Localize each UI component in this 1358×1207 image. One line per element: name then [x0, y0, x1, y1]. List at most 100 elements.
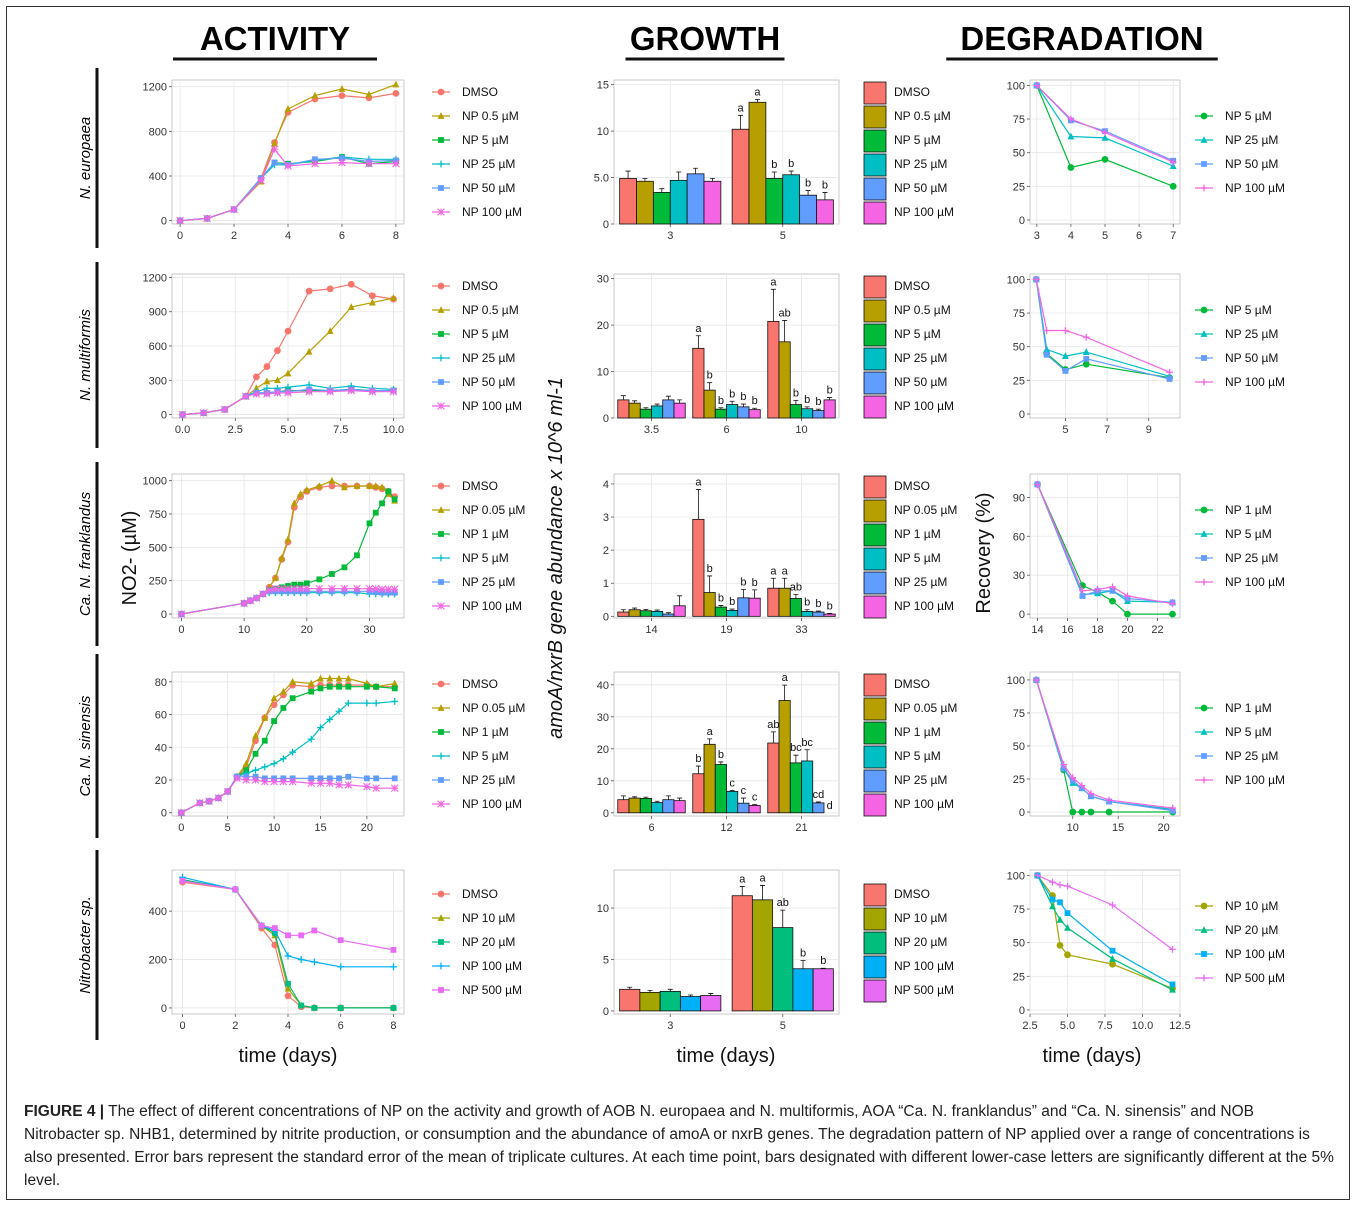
square-marker	[261, 737, 268, 744]
error-bar	[647, 989, 653, 993]
bar	[617, 399, 630, 419]
error-bar	[676, 171, 682, 181]
legend-label: NP 100 µM	[462, 599, 522, 613]
error-bar	[770, 731, 776, 744]
bar	[703, 389, 716, 419]
circle-marker	[305, 287, 313, 295]
x-tick-label: 7	[1104, 424, 1110, 436]
error-bar	[752, 407, 758, 410]
figure-4-panels: ACTIVITY GROWTH DEGRADATION N. europaeaN. …	[77, 20, 1285, 1067]
y-tick-label: 25	[1013, 375, 1025, 387]
legend-label: DMSO	[462, 279, 498, 293]
legend-label: NP 100 µM	[1225, 575, 1285, 589]
asterisk-marker	[311, 159, 319, 168]
y-tick-label: 4	[603, 479, 609, 491]
bar	[617, 611, 630, 617]
circle-marker	[1056, 941, 1064, 949]
plus-marker	[307, 735, 315, 743]
asterisk-marker	[437, 602, 445, 610]
bar	[619, 988, 641, 1012]
bar	[812, 968, 834, 1012]
y-tick-label: 10	[597, 367, 609, 379]
square-marker	[1064, 910, 1071, 916]
triangle-marker	[1200, 330, 1208, 337]
asterisk-marker	[325, 779, 334, 788]
error-bar	[643, 407, 649, 410]
error-bar	[632, 796, 638, 799]
degradation-y-axis-label: Recovery (%)	[973, 492, 995, 613]
legend-label: NP 500 µM	[462, 983, 522, 997]
error-bar	[752, 804, 758, 806]
y-tick-label: 5.0	[594, 173, 609, 185]
asterisk-marker	[252, 390, 261, 398]
error-bar	[815, 801, 821, 803]
legend-label: NP 20 µM	[462, 935, 515, 949]
y-tick-label: 25	[1013, 971, 1025, 983]
circle-marker	[437, 282, 445, 290]
legend-label: DMSO	[462, 85, 498, 99]
triangle-marker	[390, 294, 397, 301]
legend-swatch	[863, 931, 887, 955]
bar	[714, 606, 727, 617]
triangle-marker	[1200, 136, 1208, 143]
legend-label: DMSO	[894, 677, 930, 691]
square-marker	[391, 775, 398, 782]
square-marker	[438, 531, 444, 537]
plus-marker	[1078, 782, 1086, 790]
y-tick-label: 1200	[143, 272, 167, 284]
y-tick-label: 0	[161, 609, 167, 621]
triangle-marker	[437, 506, 445, 513]
x-tick-label: 12.5	[1169, 1020, 1190, 1032]
bar	[748, 805, 761, 814]
significance-letter: b	[771, 159, 777, 171]
asterisk-marker	[270, 777, 278, 786]
circle-marker	[1078, 808, 1086, 816]
significance-letter: b	[740, 577, 746, 589]
asterisk-marker	[177, 808, 186, 817]
significance-letter: a	[770, 565, 777, 577]
bar	[748, 597, 761, 617]
square-marker	[1201, 161, 1207, 167]
x-tick-label: 0	[178, 624, 184, 636]
square-marker	[297, 581, 304, 588]
x-tick-label: 5	[1102, 230, 1108, 242]
legend-label: NP 100 µM	[894, 599, 954, 613]
series-line-2	[1036, 484, 1173, 603]
x-tick-label: 10	[795, 424, 807, 436]
y-tick-label: 20	[597, 320, 609, 332]
bar	[619, 178, 637, 225]
error-bar	[665, 612, 671, 615]
legend-label: NP 100 µM	[462, 399, 522, 413]
legend-label: NP 10 µM	[894, 911, 947, 925]
asterisk-marker	[242, 776, 251, 784]
asterisk-marker	[368, 387, 377, 396]
asterisk-marker	[338, 158, 346, 167]
significance-letter: b	[752, 395, 758, 407]
plus-marker	[335, 707, 343, 715]
error-bar	[642, 178, 648, 182]
triangle-marker	[278, 554, 286, 561]
line-panel-activity-multiformis: 0 300 600 900 1200 0.0 2.5 5.0 7.5 10.0 DMSO NP 0.5…	[143, 272, 523, 436]
asterisk-marker	[389, 387, 398, 396]
y-tick-label: 10	[597, 126, 609, 138]
x-tick-label: 14	[645, 624, 657, 636]
plus-marker	[1049, 878, 1056, 886]
square-marker	[303, 580, 310, 587]
square-marker	[337, 937, 344, 944]
asterisk-marker	[437, 208, 445, 216]
legend-label: NP 100 µM	[462, 959, 522, 973]
legend-label: NP 1 µM	[1225, 701, 1272, 715]
asterisk-marker	[279, 777, 288, 786]
square-marker	[1083, 355, 1090, 362]
error-bar	[740, 403, 746, 407]
plus-marker	[1079, 587, 1086, 595]
legend-label: DMSO	[894, 85, 930, 99]
x-tick-label: 4	[1068, 230, 1074, 242]
legend-label: NP 5 µM	[1225, 109, 1272, 123]
asterisk-marker	[223, 787, 232, 796]
square-marker	[1201, 753, 1207, 759]
bar	[662, 613, 675, 617]
legend-label: DMSO	[894, 279, 930, 293]
square-marker	[363, 683, 370, 690]
legend-label: NP 25 µM	[894, 351, 947, 365]
